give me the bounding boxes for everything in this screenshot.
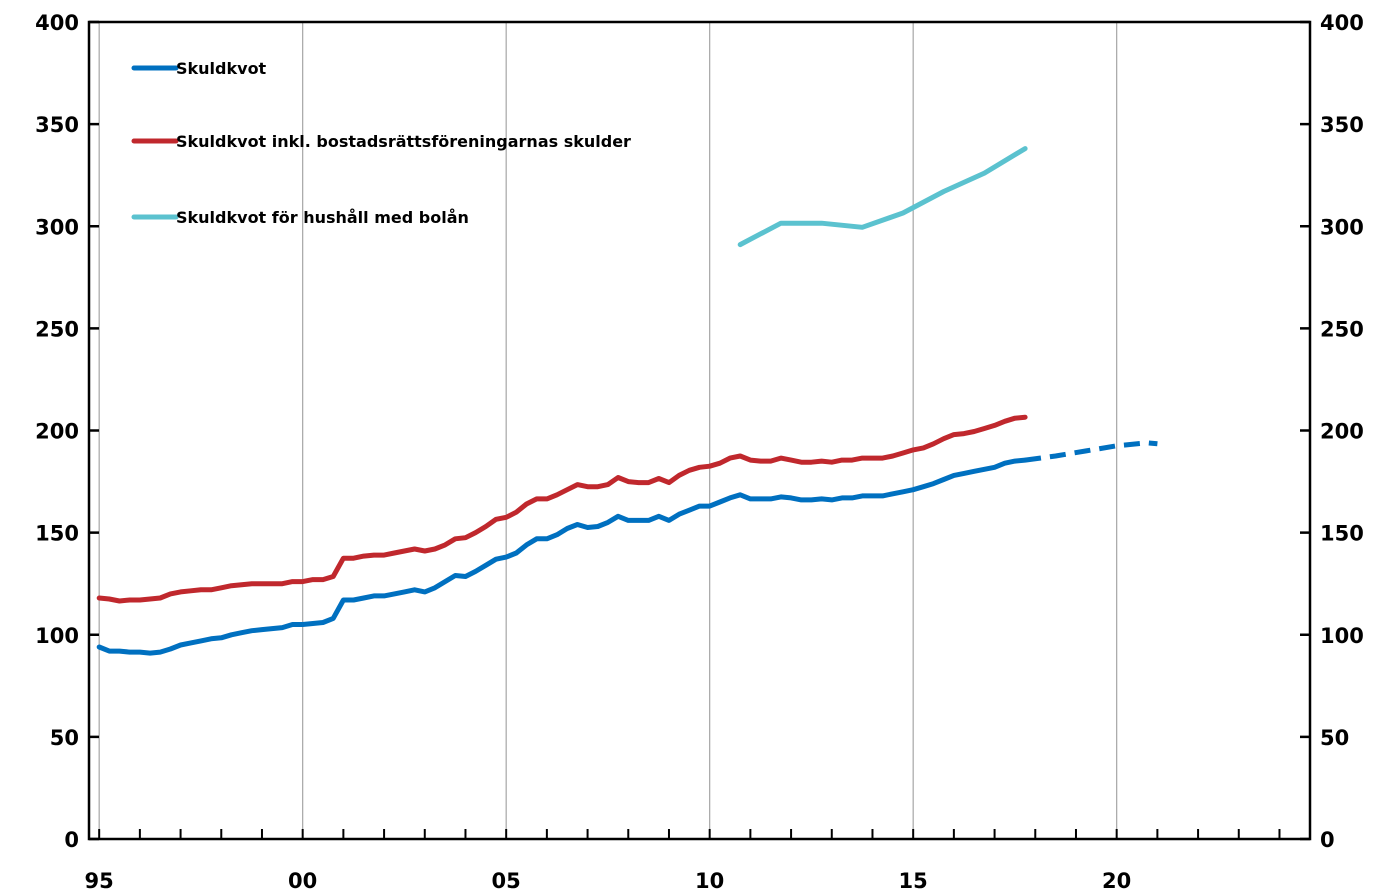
y-tick-label-left: 0: [64, 828, 79, 852]
x-tick-label: 95: [85, 869, 114, 892]
series-line-1: [96, 457, 1028, 656]
grid-lines: [98, 22, 1118, 839]
y-tick-label-right: 0: [1320, 828, 1335, 852]
y-tick-label-left: 50: [50, 726, 79, 750]
x-tick-label: 10: [695, 869, 724, 892]
x-tick-label: 20: [1102, 869, 1131, 892]
y-tick-label-left: 100: [35, 624, 79, 648]
x-tick-label: 00: [288, 869, 317, 892]
legend-label: Skuldkvot inkl. bostadsrättsföreningarna…: [176, 132, 631, 151]
y-tick-label-left: 300: [35, 215, 79, 239]
x-tick-label: 15: [899, 869, 928, 892]
y-tick-label-right: 100: [1320, 624, 1364, 648]
y-tick-label-left: 400: [35, 11, 79, 35]
series-line-2: [96, 414, 1028, 604]
x-tick-label: 05: [492, 869, 521, 892]
y-tick-label-left: 200: [35, 420, 79, 444]
y-tick-label-right: 350: [1320, 113, 1364, 137]
y-tick-label-right: 200: [1320, 420, 1364, 444]
series-line-3: [737, 146, 1028, 248]
y-tick-label-left: 150: [35, 522, 79, 546]
y-tick-label-left: 350: [35, 113, 79, 137]
legend: Skuldkvot Skuldkvot inkl. bostadsrättsför…: [131, 59, 631, 227]
y-tick-label-right: 150: [1320, 522, 1364, 546]
series-lines: [96, 146, 1158, 656]
y-tick-label-right: 250: [1320, 317, 1364, 341]
y-tick-label-right: 300: [1320, 215, 1364, 239]
y-tick-label-right: 50: [1320, 726, 1349, 750]
y-tick-label-left: 250: [35, 317, 79, 341]
legend-label: Skuldkvot för hushåll med bolån: [176, 208, 469, 227]
y-tick-label-right: 400: [1320, 11, 1364, 35]
series-line-forecast: [1024, 440, 1158, 463]
legend-label: Skuldkvot: [176, 59, 267, 78]
